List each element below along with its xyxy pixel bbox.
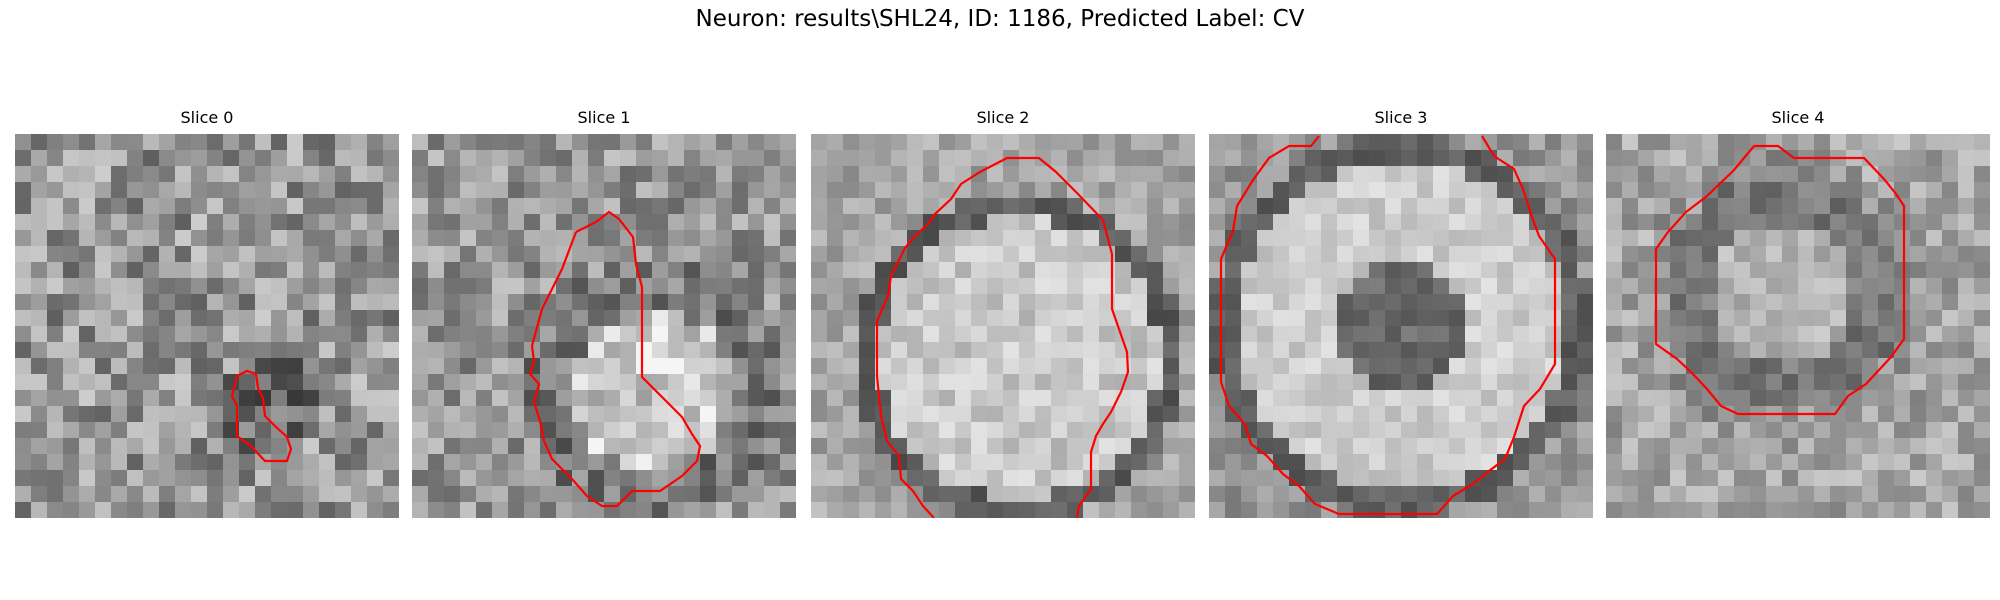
segmentation-contour-1 xyxy=(528,210,702,508)
slice-image-0 xyxy=(15,134,399,518)
slice-panel-4: Slice 4 xyxy=(1606,107,1990,518)
slice-image-2 xyxy=(811,134,1195,518)
pixel-grid-2 xyxy=(811,134,1195,518)
slice-image-4 xyxy=(1606,134,1990,518)
slice-panel-1: Slice 1 xyxy=(412,107,796,518)
figure-title: Neuron: results\SHL24, ID: 1186, Predict… xyxy=(695,6,1305,32)
segmentation-contour-4 xyxy=(1654,144,1906,416)
slice-title-1: Slice 1 xyxy=(577,108,631,127)
slice-title-2: Slice 2 xyxy=(976,108,1030,127)
slice-title-4: Slice 4 xyxy=(1771,108,1825,127)
slice-title-3: Slice 3 xyxy=(1374,108,1428,127)
slice-title-0: Slice 0 xyxy=(180,108,234,127)
slice-panel-2: Slice 2 xyxy=(811,107,1195,518)
segmentation-contour-3 xyxy=(1219,135,1557,516)
pixel-grid-1 xyxy=(412,134,796,518)
pixel-grid-0 xyxy=(15,134,399,518)
slice-image-1 xyxy=(412,134,796,518)
slice-image-3 xyxy=(1209,134,1593,518)
slice-panel-0: Slice 0 xyxy=(15,107,399,518)
segmentation-contour-2 xyxy=(875,156,1130,518)
slice-panel-3: Slice 3 xyxy=(1209,107,1593,518)
pixel-grid-3 xyxy=(1209,134,1593,518)
segmentation-contour-0 xyxy=(230,369,293,463)
pixel-grid-4 xyxy=(1606,134,1990,518)
